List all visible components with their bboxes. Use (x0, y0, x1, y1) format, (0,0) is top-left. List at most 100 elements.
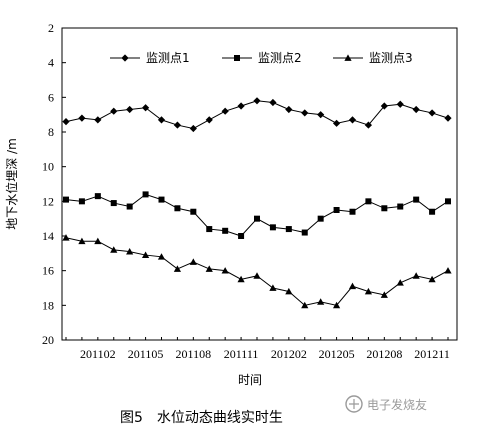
x-axis-title: 时间 (238, 373, 262, 387)
legend-marker (121, 54, 129, 62)
data-point (142, 191, 149, 198)
y-tick-label: 4 (48, 56, 54, 70)
data-point (364, 121, 373, 129)
legend-label: 监测点2 (258, 51, 302, 65)
data-point (110, 200, 117, 207)
data-point (221, 107, 229, 115)
y-tick-label: 2 (48, 21, 54, 35)
data-point (253, 97, 261, 105)
data-point (78, 237, 86, 245)
data-point (237, 102, 245, 110)
data-point (190, 208, 197, 215)
data-point (94, 193, 101, 200)
data-point (380, 102, 388, 110)
data-point (157, 253, 166, 260)
data-point (189, 124, 197, 133)
data-point (141, 251, 150, 258)
data-point (158, 196, 165, 203)
data-point (397, 203, 404, 210)
x-tick-label: 201205 (319, 347, 355, 361)
data-point (269, 224, 276, 231)
y-tick-label: 6 (48, 90, 54, 104)
legend-marker (344, 54, 352, 61)
data-point (110, 107, 118, 115)
data-point (63, 196, 69, 203)
data-point (364, 287, 373, 295)
y-tick-label: 8 (48, 125, 54, 139)
data-point (301, 229, 308, 236)
data-point (444, 114, 452, 122)
y-tick-label: 20 (42, 333, 54, 347)
data-point (365, 198, 372, 205)
data-point (412, 272, 420, 279)
data-point (62, 118, 70, 126)
series-layer (62, 97, 452, 309)
legend-marker (234, 55, 240, 61)
x-tick-label: 201111 (224, 347, 259, 361)
data-point (141, 104, 150, 112)
data-point (78, 114, 86, 122)
data-point (396, 100, 404, 108)
data-point (285, 226, 292, 233)
data-point (380, 291, 388, 298)
data-point (381, 205, 388, 212)
data-point (317, 298, 325, 305)
x-tick-label: 201211 (414, 347, 450, 361)
data-point (94, 237, 102, 245)
data-point (173, 265, 182, 272)
series-line-3 (65, 237, 449, 306)
data-point (78, 198, 85, 205)
y-tick-label: 16 (42, 264, 54, 278)
y-tick-label: 14 (42, 229, 54, 243)
data-point (396, 279, 404, 286)
data-point (269, 98, 277, 107)
x-tick-label: 201202 (271, 347, 307, 361)
data-point (429, 208, 436, 215)
data-point (301, 109, 309, 117)
data-point (285, 105, 293, 114)
data-point (428, 109, 436, 117)
y-tick-label: 10 (42, 160, 54, 174)
data-point (253, 272, 261, 279)
y-tick-label: 12 (42, 194, 54, 208)
data-point (349, 208, 356, 215)
legend-label: 监测点1 (146, 51, 190, 65)
data-point (238, 233, 245, 239)
x-tick-label: 201102 (80, 347, 116, 361)
data-point (285, 287, 293, 295)
data-point (126, 105, 134, 114)
data-point (110, 246, 118, 253)
data-point (157, 116, 166, 124)
data-point (222, 227, 229, 234)
plot-frame (61, 27, 458, 341)
data-point (173, 121, 182, 129)
watermark: 电子发烧友 (345, 395, 427, 413)
legend-label: 监测点3 (369, 51, 413, 65)
data-point (333, 207, 340, 213)
data-point (317, 111, 325, 119)
data-point (332, 301, 341, 309)
svg-text:电子发烧友: 电子发烧友 (367, 397, 427, 412)
data-point (206, 226, 213, 233)
data-point (62, 234, 70, 241)
data-point (317, 215, 324, 222)
data-point (413, 196, 420, 203)
data-point (301, 301, 309, 309)
x-tick-label: 201105 (128, 347, 164, 361)
data-point (269, 284, 277, 291)
figure-caption: 图5 水位动态曲线实时生 (120, 410, 283, 426)
x-tick-label: 201208 (366, 347, 402, 361)
data-point (445, 198, 451, 205)
legend: 监测点1 监测点2 监测点3 (110, 51, 413, 65)
data-point (348, 116, 357, 124)
data-point (444, 267, 452, 274)
y-tick-label: 18 (42, 298, 54, 312)
data-point (126, 203, 133, 210)
data-point (237, 275, 245, 283)
data-point (332, 119, 341, 127)
data-point (94, 116, 102, 124)
data-point (174, 205, 181, 212)
data-point (205, 116, 213, 124)
data-point (221, 267, 229, 274)
